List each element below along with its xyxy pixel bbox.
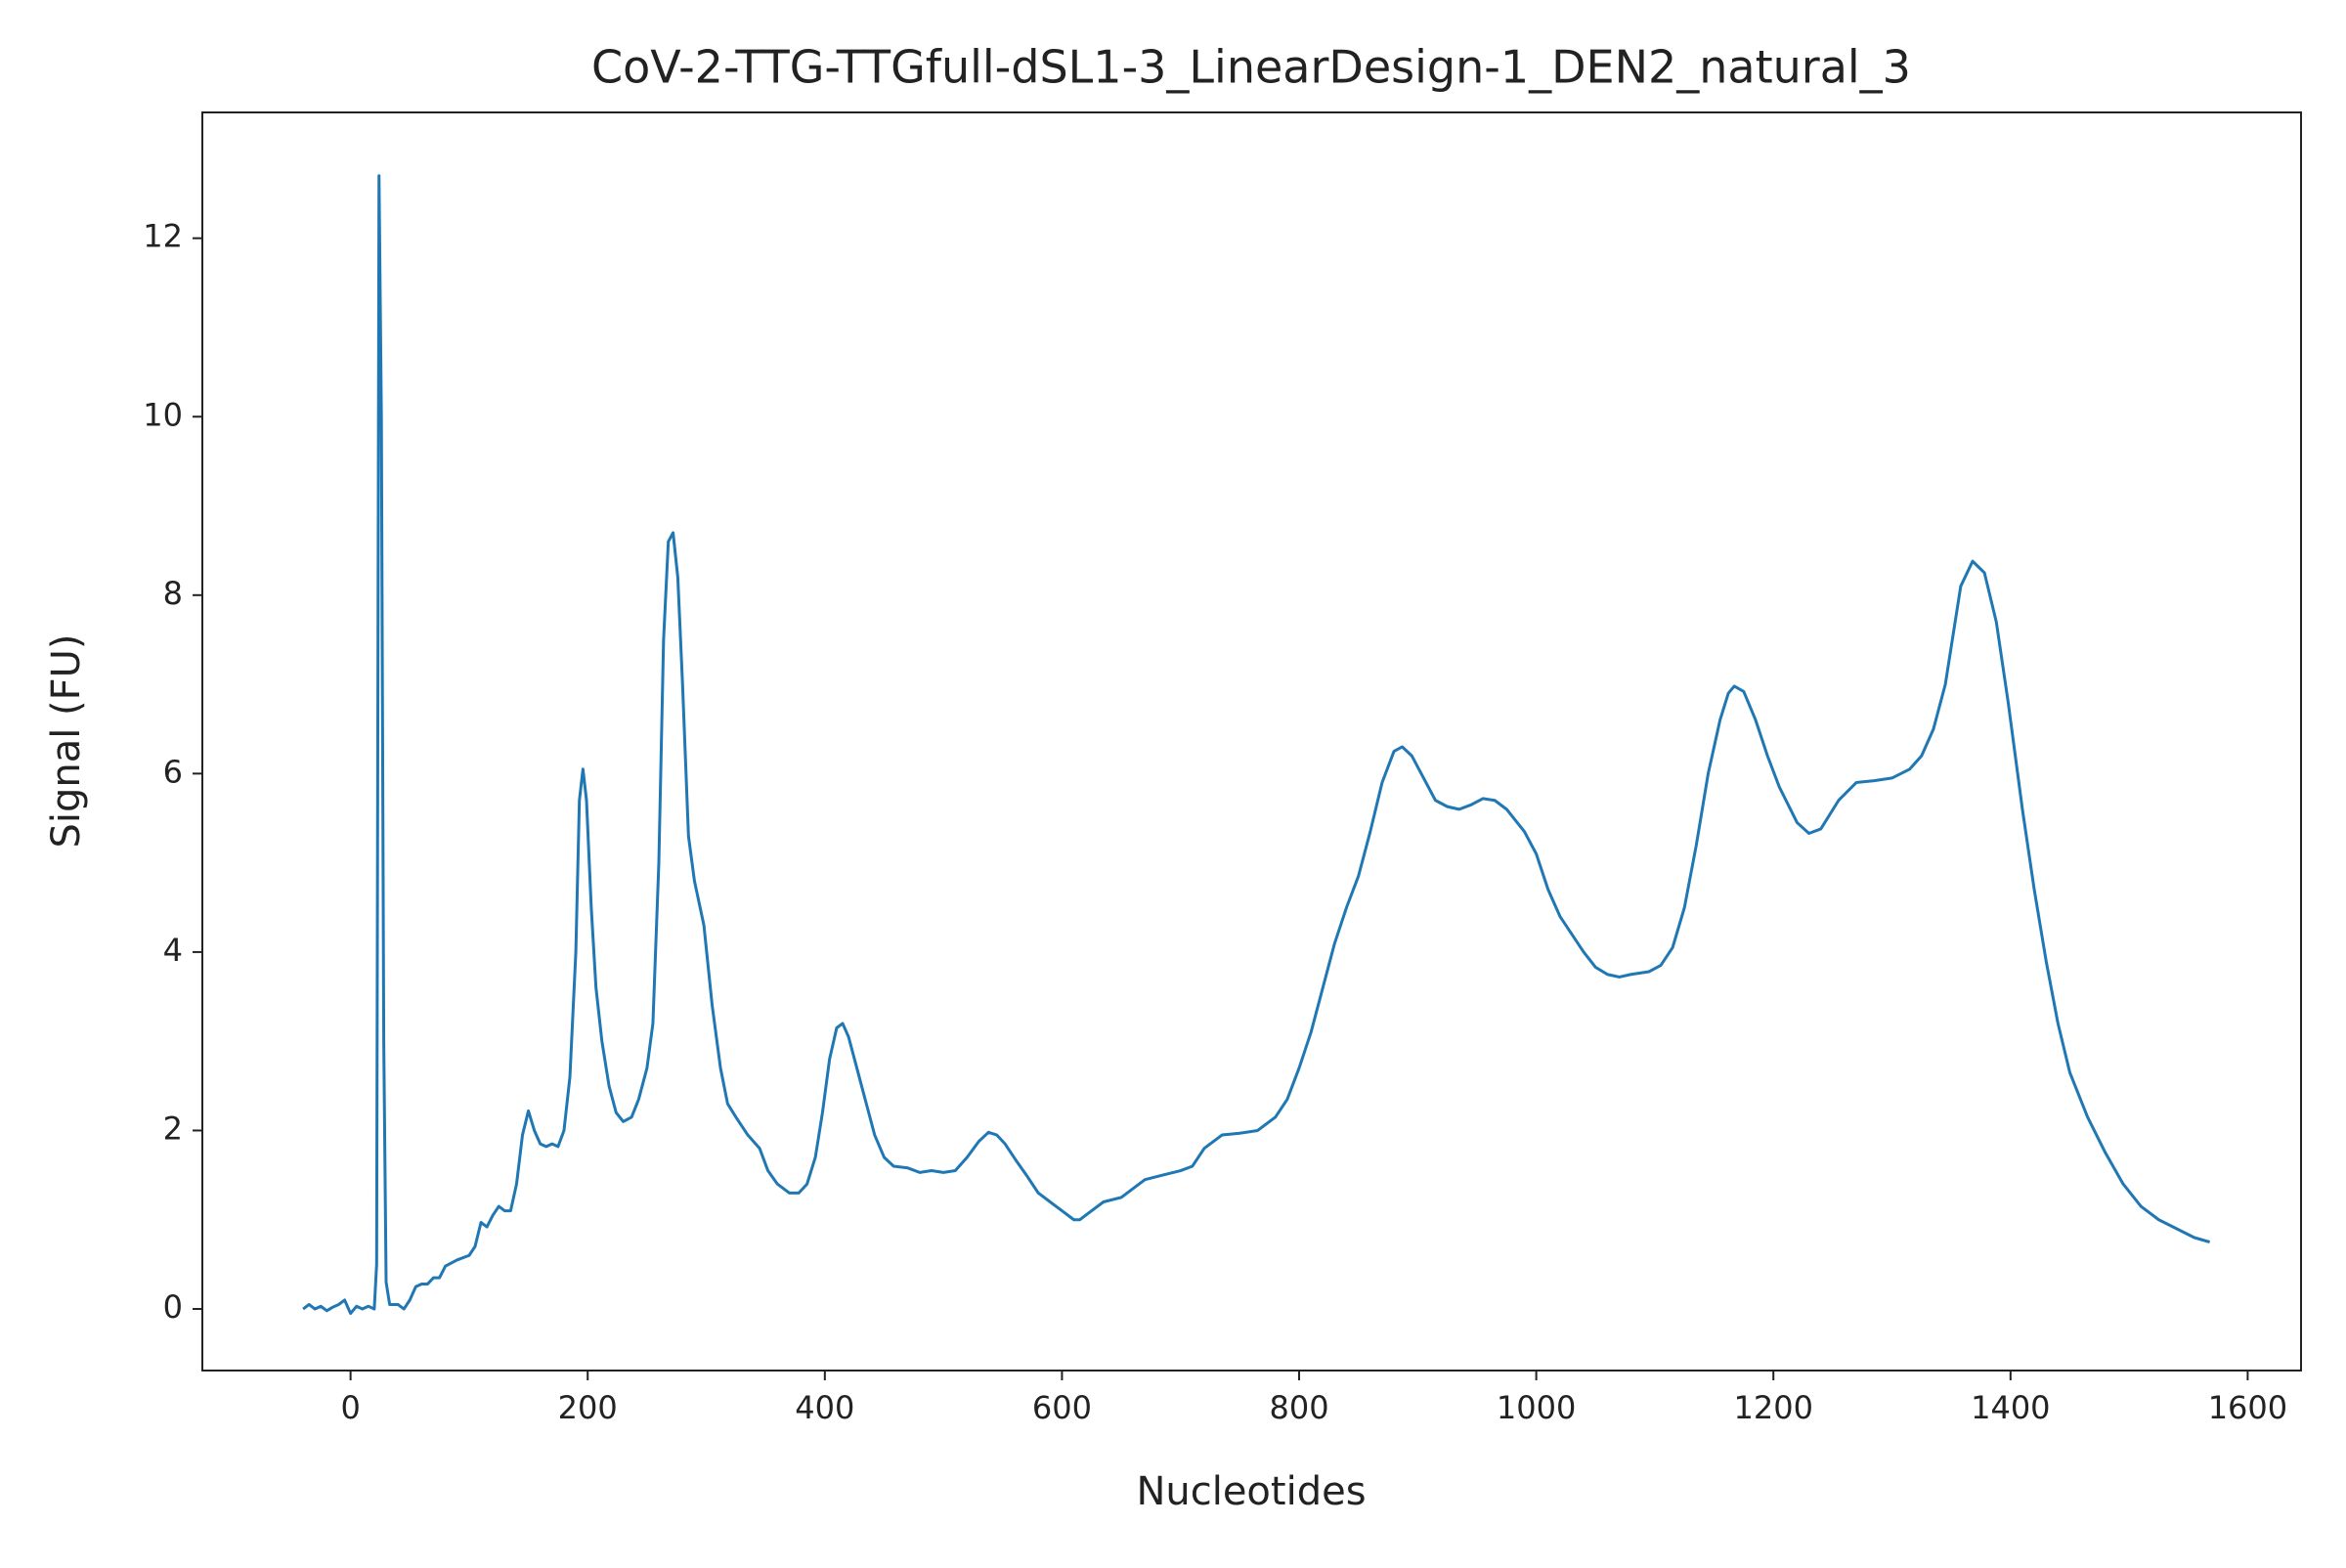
y-tick-label: 6 (163, 753, 183, 790)
x-tick-label: 200 (558, 1389, 618, 1426)
x-tick-label: 1600 (2208, 1389, 2287, 1426)
x-tick-label: 800 (1269, 1389, 1328, 1426)
x-tick-label: 600 (1032, 1389, 1092, 1426)
y-tick-label: 4 (163, 932, 183, 969)
x-tick-label: 1200 (1733, 1389, 1812, 1426)
x-tick-label: 0 (340, 1389, 360, 1426)
x-tick-label: 1400 (1971, 1389, 2050, 1426)
x-tick-label: 400 (795, 1389, 854, 1426)
y-tick-label: 12 (143, 218, 183, 255)
x-axis-label: Nucleotides (1136, 1469, 1366, 1514)
x-tick-label: 1000 (1497, 1389, 1576, 1426)
y-axis-label: Signal (FU) (44, 633, 89, 848)
chart-title: CoV-2-TTG-TTGfull-dSL1-3_LinearDesign-1_… (591, 41, 1911, 94)
y-tick-label: 8 (163, 575, 183, 612)
y-tick-label: 2 (163, 1110, 183, 1147)
signal-line (302, 174, 2211, 1316)
y-tick-label: 10 (143, 396, 183, 433)
plot-frame (201, 111, 2302, 1372)
y-tick-label: 0 (163, 1288, 183, 1326)
